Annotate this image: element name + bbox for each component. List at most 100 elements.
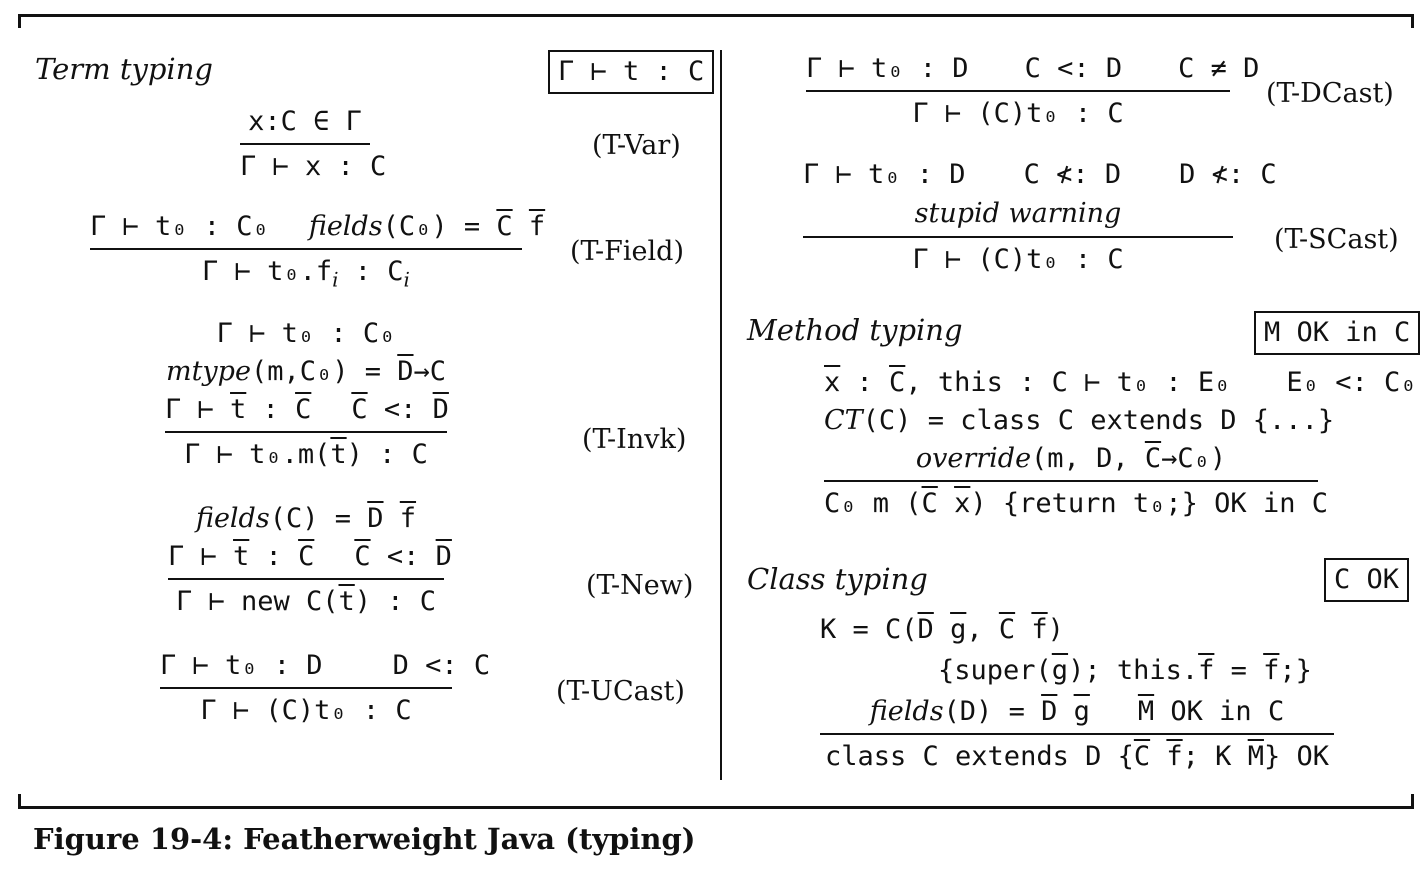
t-invk-c2-bar: C: [351, 394, 368, 425]
t-ucast-bar: [160, 687, 452, 689]
method-override-b: →C₀): [1161, 443, 1227, 474]
method-premise-3: override(m, D, C→C₀): [824, 440, 1318, 478]
frame-bottom-right-tick: [1411, 794, 1414, 808]
t-dcast-bar: [806, 90, 1230, 92]
rule-t-dcast: Γ ⊢ t₀ : D C <: D C ≠ D Γ ⊢ (C)t₀ : C: [806, 50, 1259, 134]
t-new-name: (T-New): [586, 570, 694, 601]
t-invk-concl-t-bar: t: [330, 439, 347, 470]
t-new-conclusion: Γ ⊢ new C(t) : C: [168, 582, 444, 622]
class-concl-a: class C extends D {: [825, 741, 1134, 772]
class-concl-m-bar: M: [1247, 741, 1264, 772]
t-scast-premise-2: C ≮: D: [1023, 159, 1122, 190]
t-scast-premise-3: D ≮: C: [1179, 159, 1277, 190]
t-dcast-premise-2: C <: D: [1024, 53, 1123, 84]
method-p1-subtype: E₀ <: C₀: [1286, 367, 1417, 398]
figure-caption: Figure 19-4: Featherweight Java (typing): [33, 822, 696, 856]
t-var-premise: x:C ∈ Γ: [248, 106, 362, 137]
class-fields-fn: fields: [869, 696, 944, 727]
t-new-c2-bar: C: [354, 541, 371, 572]
class-s-g-bar: g: [1051, 655, 1069, 686]
frame-bottom-left-tick: [18, 794, 21, 808]
term-typing-title: Term typing: [35, 52, 213, 86]
class-k-f-bar: f: [1031, 614, 1048, 645]
t-invk-premise-3: Γ ⊢ t : C C <: D: [165, 391, 449, 429]
method-conclusion: C₀ m (C x) {return t₀;} OK in C: [824, 484, 1328, 524]
t-scast-bar: [803, 236, 1233, 238]
t-field-concl-mid: : C: [338, 256, 404, 287]
t-invk-d2-bar: D: [432, 394, 449, 425]
class-s-eq: =: [1214, 655, 1264, 686]
t-field-conclusion: Γ ⊢ t₀.fi : Ci: [90, 252, 522, 292]
rule-t-var: x:C ∈ Γ Γ ⊢ x : C: [240, 103, 387, 187]
class-s-b: ); this.: [1068, 655, 1199, 686]
t-invk-concl-a: Γ ⊢ t₀.m(: [184, 439, 331, 470]
t-ucast-conclusion: Γ ⊢ (C)t₀ : C: [200, 695, 412, 726]
frame-top-rule: [18, 14, 1414, 17]
class-fields-d-bar: D: [1041, 696, 1058, 727]
t-field-fields-args: (C₀) =: [382, 211, 497, 242]
method-x-bar: x: [824, 367, 841, 398]
rule-t-scast: Γ ⊢ t₀ : D C ≮: D D ≮: C stupid warning Γ …: [803, 156, 1277, 280]
class-s-c: ;}: [1279, 655, 1312, 686]
t-dcast-conclusion: Γ ⊢ (C)t₀ : C: [912, 98, 1124, 129]
t-invk-mtype-args: (m,C₀) =: [250, 356, 398, 387]
t-invk-mtype-rest: →C: [413, 356, 447, 387]
t-ucast-name: (T-UCast): [556, 676, 685, 707]
t-new-concl-a: Γ ⊢ new C(: [175, 586, 339, 617]
t-invk-p3-b: :: [246, 394, 296, 425]
t-new-subtype: <:: [370, 541, 436, 572]
frame-bottom-rule: [18, 806, 1414, 809]
t-new-concl-t-bar: t: [338, 586, 355, 617]
term-typing-judgment-box: Γ ⊢ t : C: [548, 50, 715, 94]
t-invk-conclusion: Γ ⊢ t₀.m(t) : C: [165, 435, 447, 475]
t-invk-subtype: <:: [367, 394, 433, 425]
class-fields-m-bar: M: [1137, 696, 1155, 727]
class-k-d-bar: D: [917, 614, 934, 645]
method-typing-title: Method typing: [747, 313, 963, 347]
t-invk-c-bar: C: [295, 394, 312, 425]
t-new-premise-2: Γ ⊢ t : C C <: D: [168, 538, 452, 576]
t-dcast-name: (T-DCast): [1266, 78, 1394, 109]
class-concl-c-bar: C: [1133, 741, 1151, 772]
method-concl-c-bar: C: [921, 488, 938, 519]
t-field-c-bar: C: [496, 211, 513, 242]
t-new-p2-b: :: [249, 541, 299, 572]
t-scast-conclusion: Γ ⊢ (C)t₀ : C: [912, 244, 1124, 275]
t-new-fields-args: (C) =: [269, 503, 368, 534]
method-ct-rest: (C) = class C extends D {...}: [862, 405, 1335, 436]
class-conclusion: class C extends D {C f; K M} OK: [820, 737, 1334, 777]
t-scast-stupid-warning: stupid warning: [914, 198, 1122, 229]
class-s-f-bar: f: [1198, 655, 1215, 686]
method-p1-a: :: [840, 367, 890, 398]
class-fields-premise: fields(D) = D g M OK in C: [820, 693, 1334, 731]
t-invk-concl-b: ) : C: [346, 439, 428, 470]
t-scast-name: (T-SCast): [1274, 224, 1399, 255]
t-ucast-premises: Γ ⊢ t₀ : D D <: C: [160, 647, 490, 685]
class-bar: [820, 733, 1334, 735]
t-invk-bar: [165, 431, 447, 433]
method-premise-1: x : C, this : C ⊢ t₀ : E₀ E₀ <: C₀: [824, 364, 1416, 402]
t-dcast-premise-3: C ≠ D: [1178, 53, 1260, 84]
rule-t-new: fields(C) = D f Γ ⊢ t : C C <: D Γ ⊢ new …: [168, 500, 452, 622]
t-field-fields-fn: fields: [308, 211, 383, 242]
frame-top-right-tick: [1411, 14, 1414, 28]
method-premise-2: CT(C) = class C extends D {...}: [824, 402, 1334, 440]
t-invk-p3-a: Γ ⊢: [165, 394, 231, 425]
t-var-conclusion: Γ ⊢ x : C: [240, 151, 387, 182]
t-new-f-bar: f: [399, 503, 417, 534]
frame-top-left-tick: [18, 14, 21, 28]
class-s-a: {super(: [938, 655, 1052, 686]
t-field-premise-1: Γ ⊢ t₀ : C₀: [90, 211, 269, 242]
t-field-concl-sub-i2: i: [403, 267, 410, 292]
class-typing-title: Class typing: [747, 562, 928, 596]
t-new-d2-bar: D: [435, 541, 452, 572]
t-invk-mtype-fn: mtype: [165, 356, 251, 387]
method-concl-b: ) {return t₀;} OK in C: [970, 488, 1328, 519]
t-new-d-bar: D: [367, 503, 384, 534]
rule-t-ucast: Γ ⊢ t₀ : D D <: C Γ ⊢ (C)t₀ : C: [160, 647, 490, 731]
class-k-c-bar: C: [998, 614, 1016, 645]
class-s-f2-bar: f: [1263, 655, 1280, 686]
class-fields-g-bar: g: [1073, 696, 1090, 727]
t-field-name: (T-Field): [570, 236, 684, 267]
class-k-comma: ,: [966, 614, 999, 645]
